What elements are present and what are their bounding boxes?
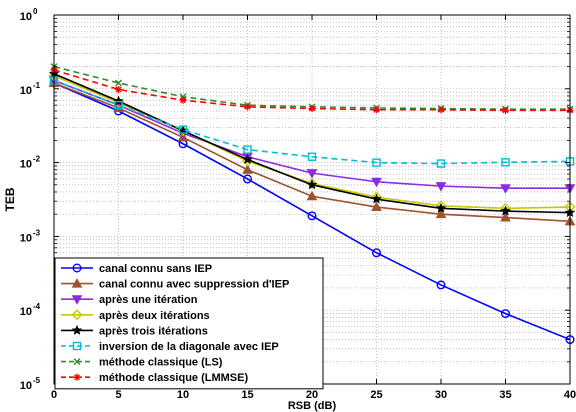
data-point: [371, 191, 382, 203]
data-point: [502, 106, 509, 114]
x-tick-label: 10: [177, 389, 189, 401]
legend-marker: [71, 295, 83, 305]
data-point: [437, 106, 445, 114]
legend: canal connu sans IEP canal connu avec sup…: [54, 257, 324, 390]
series-line: [53, 79, 571, 165]
data-point: [115, 85, 122, 93]
data-point: [436, 280, 446, 290]
y-tick-label: 10 -1: [20, 81, 41, 97]
legend-item: après deux itérations: [61, 309, 210, 322]
legend-marker: [71, 278, 83, 288]
y-tick-label: 10 -4: [20, 302, 41, 318]
data-point: [435, 208, 447, 219]
y-tick-exponent: -1: [33, 81, 41, 90]
data-point: [308, 105, 316, 113]
legend-item: canal connu sans IEP: [61, 263, 212, 275]
data-point: [307, 152, 317, 161]
legend-marker: [73, 358, 81, 366]
y-tick-base: 10: [20, 11, 32, 23]
data-point: [435, 182, 447, 192]
x-tick-label: 5: [115, 389, 121, 401]
legend-label: inversion de la diagonale avec IEP: [99, 341, 279, 353]
data-point: [306, 190, 318, 201]
data-point: [242, 164, 253, 174]
legend-item: après une itération: [61, 294, 198, 306]
x-axis-label: RSB (dB): [288, 400, 337, 412]
legend-box: [54, 257, 324, 390]
legend-label: canal connu avec suppression d'IEP: [99, 279, 289, 291]
data-point: [307, 211, 317, 221]
legend-marker: [72, 341, 82, 351]
y-tick-label: 10 -5: [20, 376, 41, 392]
legend-label: canal connu sans IEP: [99, 263, 212, 275]
data-point: [373, 106, 380, 114]
data-point: [306, 179, 318, 190]
y-tick-exponent: 0: [33, 7, 38, 16]
data-point: [371, 201, 382, 212]
y-tick-exponent: -4: [33, 302, 41, 311]
x-tick-label: 40: [564, 389, 576, 401]
legend-marker: [73, 373, 81, 381]
data-point: [113, 95, 124, 106]
data-point: [114, 100, 123, 110]
legend-label: méthode classique (LMMSE): [99, 372, 248, 384]
data-point: [436, 159, 446, 168]
data-point: [242, 153, 253, 165]
y-tick-base: 10: [20, 380, 32, 392]
data-point: [500, 212, 511, 222]
data-point: [179, 96, 187, 104]
y-axis-label: TEB: [3, 187, 17, 211]
data-point: [372, 248, 382, 258]
data-point: [501, 158, 510, 167]
legend-label: après une itération: [99, 294, 198, 306]
y-tick-exponent: -2: [33, 155, 41, 164]
data-point: [242, 174, 252, 184]
y-tick-base: 10: [20, 232, 32, 244]
y-tick-base: 10: [20, 306, 32, 318]
data-point: [178, 125, 188, 134]
y-tick-label: 10 -2: [20, 155, 41, 171]
legend-item: méthode classique (LMMSE): [61, 372, 248, 384]
legend-item: canal connu avec suppression d'IEP: [61, 278, 289, 291]
x-tick-label: 35: [499, 389, 511, 401]
data-point: [243, 145, 252, 154]
series-7: [50, 66, 574, 114]
series-line: [53, 82, 571, 341]
y-tick-label: 10 0: [20, 7, 38, 23]
data-point: [244, 103, 251, 111]
data-point: [435, 202, 447, 213]
x-tick-label: 30: [435, 389, 447, 401]
legend-item: inversion de la diagonale avec IEP: [61, 341, 279, 353]
legend-label: méthode classique (LS): [99, 357, 223, 369]
y-tick-base: 10: [20, 85, 32, 97]
data-point: [115, 79, 122, 87]
data-point: [501, 309, 511, 319]
x-tick-label: 25: [370, 389, 382, 401]
data-point: [306, 178, 318, 190]
legend-marker: [72, 263, 82, 273]
data-point: [306, 169, 318, 179]
legend-marker: [71, 324, 83, 335]
data-point: [500, 184, 511, 194]
legend-item: après trois itérations: [61, 324, 208, 337]
y-tick-label: 10 -3: [20, 228, 41, 244]
data-point: [371, 193, 382, 204]
y-tick-base: 10: [20, 159, 32, 171]
legend-marker: [71, 309, 83, 321]
y-tick-exponent: -3: [33, 228, 41, 237]
y-tick-exponent: -5: [33, 376, 41, 385]
data-point: [372, 158, 381, 167]
x-tick-label: 15: [241, 389, 253, 401]
legend-label: après trois itérations: [99, 325, 208, 337]
legend-item: méthode classique (LS): [61, 357, 223, 369]
x-tick-label: 20: [306, 389, 318, 401]
data-point: [371, 177, 382, 188]
legend-label: après deux itérations: [99, 310, 210, 322]
data-point: [500, 205, 511, 216]
x-tick-label: 0: [51, 389, 57, 401]
